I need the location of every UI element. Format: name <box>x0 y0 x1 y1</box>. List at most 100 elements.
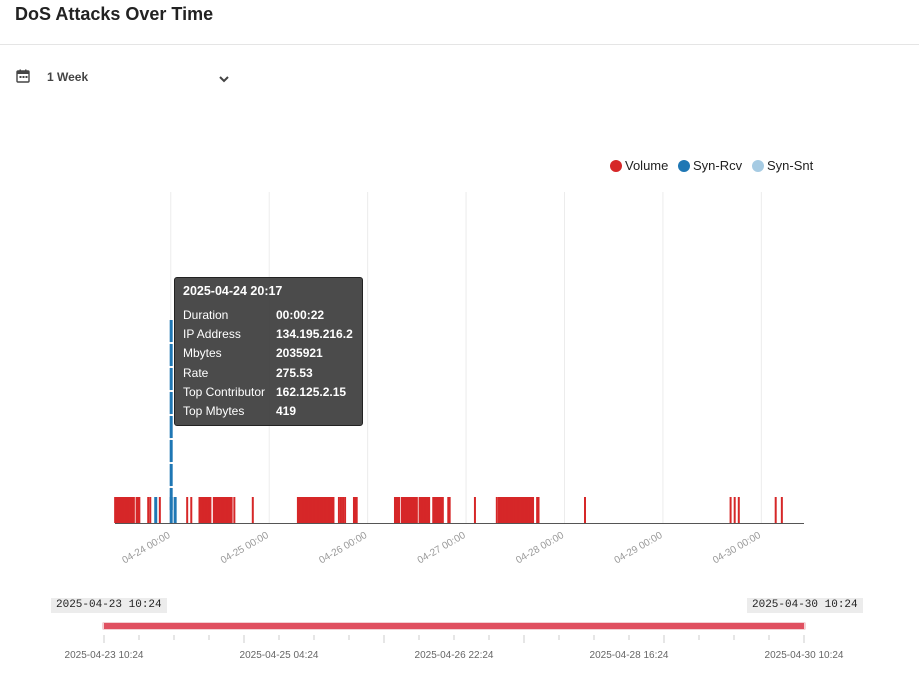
volume-event-bar[interactable] <box>410 497 413 523</box>
volume-event-bar[interactable] <box>411 497 414 523</box>
volume-event-bar[interactable] <box>495 497 498 523</box>
volume-event-bar[interactable] <box>737 497 740 523</box>
volume-event-bar[interactable] <box>296 497 299 523</box>
volume-event-bar[interactable] <box>131 497 134 523</box>
volume-event-bar[interactable] <box>415 497 418 523</box>
volume-event-bar[interactable] <box>309 497 312 523</box>
volume-event-bar[interactable] <box>506 497 509 523</box>
volume-event-bar[interactable] <box>219 497 222 523</box>
volume-event-bar[interactable] <box>128 497 131 523</box>
time-range-navigator[interactable]: 2025-04-23 10:24 2025-04-25 04:24 2025-04-… <box>0 615 919 675</box>
volume-event-bar[interactable] <box>500 497 503 523</box>
volume-event-bar[interactable] <box>305 497 308 523</box>
volume-event-bar[interactable] <box>504 497 507 523</box>
volume-event-bar[interactable] <box>517 497 520 523</box>
volume-event-bar[interactable] <box>404 497 407 523</box>
volume-event-bar[interactable] <box>440 497 443 523</box>
volume-event-bar[interactable] <box>206 497 209 523</box>
volume-event-bar[interactable] <box>132 497 135 523</box>
volume-event-bar[interactable] <box>321 497 324 523</box>
volume-event-bar[interactable] <box>325 497 328 523</box>
volume-event-bar[interactable] <box>448 497 451 523</box>
volume-event-bar[interactable] <box>428 497 431 523</box>
volume-event-bar[interactable] <box>201 497 204 523</box>
volume-event-bar[interactable] <box>198 497 201 523</box>
volume-event-bar[interactable] <box>306 497 309 523</box>
volume-event-bar[interactable] <box>421 497 424 523</box>
volume-event-bar[interactable] <box>473 497 476 523</box>
volume-event-bar[interactable] <box>225 497 228 523</box>
volume-event-bar[interactable] <box>422 497 425 523</box>
syn-rcv-event-bar[interactable] <box>173 497 177 523</box>
volume-event-bar[interactable] <box>125 497 128 523</box>
volume-event-bar[interactable] <box>205 497 208 523</box>
volume-event-bar[interactable] <box>403 497 406 523</box>
volume-event-bar[interactable] <box>136 497 139 523</box>
volume-event-bar[interactable] <box>437 497 440 523</box>
volume-event-bar[interactable] <box>222 497 225 523</box>
volume-event-bar[interactable] <box>499 497 502 523</box>
volume-event-bar[interactable] <box>310 497 313 523</box>
volume-event-bar[interactable] <box>199 497 202 523</box>
volume-event-bar[interactable] <box>413 497 416 523</box>
volume-event-bar[interactable] <box>774 497 777 523</box>
volume-event-bar[interactable] <box>135 497 138 523</box>
volume-event-bar[interactable] <box>307 497 310 523</box>
volume-event-bar[interactable] <box>233 497 236 523</box>
volume-event-bar[interactable] <box>227 497 230 523</box>
volume-event-bar[interactable] <box>158 497 161 523</box>
volume-event-bar[interactable] <box>123 497 126 523</box>
volume-event-bar[interactable] <box>326 497 329 523</box>
chevron-down-icon[interactable] <box>218 71 230 89</box>
volume-event-bar[interactable] <box>402 497 405 523</box>
volume-event-bar[interactable] <box>320 497 323 523</box>
volume-event-bar[interactable] <box>122 497 125 523</box>
volume-event-bar[interactable] <box>117 497 120 523</box>
volume-event-bar[interactable] <box>212 497 215 523</box>
volume-event-bar[interactable] <box>120 497 123 523</box>
volume-event-bar[interactable] <box>527 497 530 523</box>
volume-event-bar[interactable] <box>202 497 205 523</box>
volume-event-bar[interactable] <box>298 497 301 523</box>
volume-event-bar[interactable] <box>436 497 439 523</box>
volume-event-bar[interactable] <box>303 497 306 523</box>
volume-event-bar[interactable] <box>116 497 119 523</box>
volume-event-bar[interactable] <box>149 497 152 523</box>
volume-event-bar[interactable] <box>514 497 517 523</box>
volume-event-bar[interactable] <box>522 497 525 523</box>
time-range-select[interactable]: 1 Week <box>14 66 234 88</box>
volume-event-bar[interactable] <box>407 497 410 523</box>
volume-event-bar[interactable] <box>331 497 334 523</box>
volume-event-bar[interactable] <box>510 497 513 523</box>
volume-event-bar[interactable] <box>497 497 500 523</box>
volume-event-bar[interactable] <box>529 497 532 523</box>
volume-event-bar[interactable] <box>526 497 529 523</box>
volume-event-bar[interactable] <box>439 497 442 523</box>
volume-event-bar[interactable] <box>203 497 206 523</box>
volume-event-bar[interactable] <box>501 497 504 523</box>
volume-event-bar[interactable] <box>344 497 347 523</box>
volume-event-bar[interactable] <box>316 497 319 523</box>
volume-event-bar[interactable] <box>418 497 421 523</box>
volume-event-bar[interactable] <box>519 497 522 523</box>
volume-event-bar[interactable] <box>434 497 437 523</box>
volume-event-bar[interactable] <box>126 497 129 523</box>
volume-event-bar[interactable] <box>214 497 217 523</box>
volume-event-bar[interactable] <box>400 497 403 523</box>
volume-event-bar[interactable] <box>322 497 325 523</box>
volume-event-bar[interactable] <box>209 497 212 523</box>
volume-event-bar[interactable] <box>130 497 133 523</box>
volume-event-bar[interactable] <box>226 497 229 523</box>
volume-event-bar[interactable] <box>521 497 524 523</box>
volume-event-bar[interactable] <box>507 497 510 523</box>
volume-event-bar[interactable] <box>299 497 302 523</box>
volume-event-bar[interactable] <box>536 497 539 523</box>
volume-event-bar[interactable] <box>313 497 316 523</box>
volume-event-bar[interactable] <box>318 497 321 523</box>
volume-event-bar[interactable] <box>216 497 219 523</box>
volume-event-bar[interactable] <box>301 497 304 523</box>
volume-event-bar[interactable] <box>314 497 317 523</box>
volume-event-bar[interactable] <box>393 497 396 523</box>
volume-event-bar[interactable] <box>518 497 521 523</box>
volume-event-bar[interactable] <box>342 497 345 523</box>
